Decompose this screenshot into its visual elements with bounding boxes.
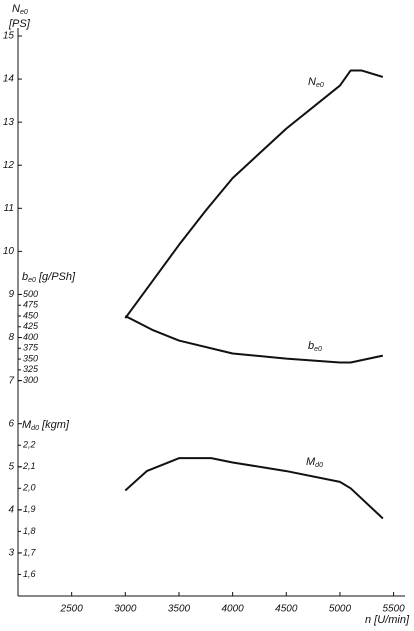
y-tick-label: 11 — [4, 203, 14, 214]
y-tick-label: 7 — [8, 375, 14, 386]
x-tick-label: 4500 — [275, 604, 298, 615]
y3-tick-label: 1,9 — [23, 504, 36, 514]
y3-tick-label: 1,6 — [23, 569, 36, 579]
curve — [124, 315, 384, 364]
y2-tick-label: 425 — [23, 321, 39, 331]
y-axis-label: Ne0 — [12, 3, 28, 16]
y3-axis-label: Md0 [kgm] — [22, 419, 70, 432]
y2-tick-label: 350 — [23, 353, 38, 363]
y-tick-label: 8 — [8, 332, 14, 343]
y3-tick-label: 2,0 — [22, 483, 36, 493]
y-tick-label: 9 — [8, 289, 14, 300]
y2-tick-label: 375 — [23, 343, 39, 353]
y3-tick-label: 1,8 — [23, 526, 36, 536]
y-tick-label: 10 — [3, 246, 15, 257]
y2-tick-label: 300 — [23, 375, 38, 385]
y-tick-label: 5 — [8, 461, 14, 472]
x-tick-label: 5000 — [329, 604, 352, 615]
y2-tick-label: 325 — [23, 364, 39, 374]
curve — [124, 457, 384, 520]
y3-tick-label: 1,7 — [23, 547, 37, 557]
y3-tick-label: 2,1 — [22, 461, 36, 471]
y-tick-label: 4 — [8, 504, 14, 515]
curve-label: Ne0 — [308, 76, 324, 89]
curve-label: be0 — [308, 340, 322, 353]
x-tick-label: 3000 — [114, 604, 137, 615]
y-tick-label: 6 — [8, 418, 14, 429]
y-axis-unit: [PS] — [8, 18, 31, 30]
x-tick-label: 2500 — [60, 604, 84, 615]
x-tick-label: 4000 — [222, 604, 245, 615]
y3-tick-label: 2,2 — [22, 440, 36, 450]
y2-tick-label: 475 — [23, 300, 39, 310]
x-axis-label: n [U/min] — [365, 614, 410, 626]
y2-tick-label: 400 — [23, 332, 38, 342]
y2-tick-label: 450 — [23, 310, 38, 320]
y-tick-label: 15 — [3, 31, 15, 42]
x-tick-label: 5500 — [382, 604, 405, 615]
y-tick-label: 12 — [3, 160, 15, 171]
y-tick-label: 13 — [3, 117, 15, 128]
curve-label: Md0 — [306, 456, 323, 469]
y-tick-label: 14 — [3, 74, 15, 85]
x-tick-label: 3500 — [168, 604, 191, 615]
y2-axis-label: be0 [g/PSh] — [22, 271, 76, 284]
y-tick-label: 3 — [8, 548, 14, 559]
y2-tick-label: 500 — [23, 289, 38, 299]
curve — [124, 69, 384, 319]
